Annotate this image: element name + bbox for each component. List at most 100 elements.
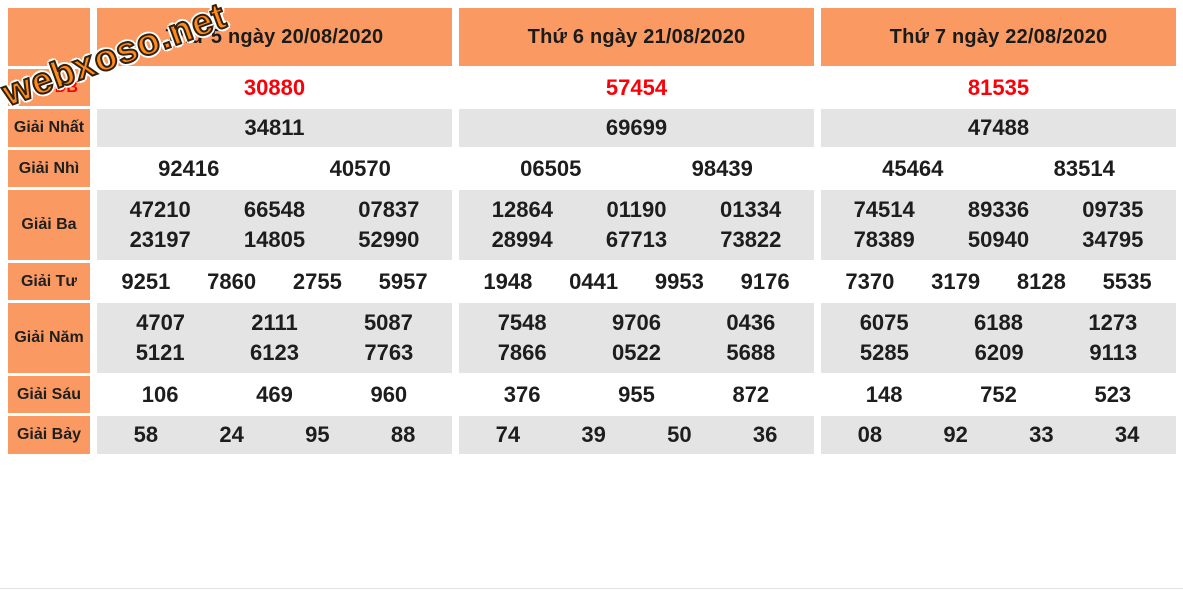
prize-value: 06505: [520, 155, 582, 181]
prize-value: 5957: [378, 268, 428, 294]
cell-ba-col2: 12864 01190 01334 28994 67713 73822: [459, 190, 814, 260]
prize-value: 955: [618, 381, 655, 407]
cell-tu-col3: 7370 3179 8128 5535: [821, 263, 1176, 300]
prize-value: 52990: [358, 226, 420, 252]
prize-value: 39: [581, 422, 606, 447]
cell-nhat-col2: 69699: [459, 109, 814, 147]
prize-value: 01334: [720, 197, 782, 223]
prize-value: 9113: [1089, 339, 1138, 365]
cell-db-col2: 57454: [459, 69, 814, 106]
prize-value: 83514: [1053, 155, 1115, 181]
header-date-col2: Thứ 6 ngày 21/08/2020: [459, 8, 814, 66]
prize-value: 69699: [605, 115, 668, 140]
prize-value: 2111: [251, 310, 298, 336]
prize-value: 106: [141, 381, 179, 407]
cell-tu-col2: 1948 0441 9953 9176: [459, 263, 814, 300]
cell-bay-col1: 58 24 95 88: [97, 416, 452, 454]
cell-ba-col3: 74514 89336 09735 78389 50940 34795: [821, 190, 1176, 260]
row-label-giai-nhi: Giải Nhì: [8, 150, 90, 187]
prize-line: 47210 66548 07837: [103, 197, 446, 223]
cell-sau-col3: 148 752 523: [821, 376, 1176, 413]
prize-line: 7866 0522 5688: [465, 340, 808, 366]
prize-value: 24: [219, 422, 244, 447]
cell-nam-col3: 6075 6188 1273 5285 6209 9113: [821, 303, 1176, 373]
prize-value: 34: [1114, 422, 1140, 447]
prize-value: 23197: [129, 226, 191, 252]
prize-line: 5285 6209 9113: [827, 340, 1170, 366]
prize-value: 7866: [497, 339, 547, 365]
row-label-giai-ba: Giải Ba: [8, 190, 90, 260]
prize-value: 12864: [491, 197, 553, 223]
cell-tu-col1: 9251 7860 2755 5957: [97, 263, 452, 300]
row-label-giai-nam: Giải Năm: [8, 303, 90, 373]
prize-value: 88: [390, 422, 416, 447]
prize-value: 960: [370, 381, 408, 407]
cell-sau-col2: 376 955 872: [459, 376, 814, 413]
header-date-col1: Thứ 5 ngày 20/08/2020: [97, 8, 452, 66]
cell-nhat-col3: 47488: [821, 109, 1176, 147]
row-label-giai-nhat: Giải Nhất: [8, 109, 90, 147]
prize-value: 67713: [605, 226, 668, 252]
prize-value: 09735: [1082, 197, 1144, 223]
prize-value: 752: [980, 381, 1017, 407]
prize-value: 376: [503, 381, 541, 407]
prize-line: 6075 6188 1273: [827, 310, 1170, 336]
prize-line: 4707 2111 5087: [103, 310, 446, 336]
prize-value: 47210: [129, 197, 191, 223]
prize-line: 5121 6123 7763: [103, 340, 446, 366]
prize-value: 50: [667, 422, 692, 447]
prize-value: 4707: [136, 310, 186, 336]
prize-value: 36: [752, 422, 778, 447]
prize-value: 07837: [358, 197, 420, 223]
prize-value: 28994: [491, 226, 553, 252]
prize-value: 9953: [654, 268, 704, 294]
prize-value: 0522: [612, 339, 661, 365]
prize-value: 78389: [853, 226, 915, 252]
prize-value: 7370: [845, 268, 895, 294]
prize-value: 40570: [329, 155, 391, 181]
cell-nam-col1: 4707 2111 5087 5121 6123 7763: [97, 303, 452, 373]
prize-value: 5087: [363, 310, 413, 336]
prize-value: 5688: [726, 339, 776, 365]
prize-value: 7860: [207, 268, 257, 294]
prize-value: 1948: [483, 268, 533, 294]
prize-line: 23197 14805 52990: [103, 227, 446, 253]
prize-value: 7763: [364, 339, 414, 365]
prize-value: 30880: [243, 74, 306, 100]
prize-value: 6123: [250, 339, 299, 365]
row-label-giai-tu: Giải Tư: [8, 263, 90, 300]
cell-nhi-col1: 92416 40570: [97, 150, 452, 187]
prize-value: 98439: [691, 155, 753, 181]
cell-nhi-col2: 06505 98439: [459, 150, 814, 187]
cell-bay-col3: 08 92 33 34: [821, 416, 1176, 454]
prize-value: 5535: [1102, 268, 1152, 294]
cell-bay-col2: 74 39 50 36: [459, 416, 814, 454]
prize-value: 92416: [158, 155, 220, 181]
prize-value: 9176: [740, 268, 790, 294]
bottom-divider: [0, 588, 1183, 589]
prize-value: 50940: [967, 226, 1030, 252]
cell-db-col3: 81535: [821, 69, 1176, 106]
prize-value: 523: [1094, 381, 1132, 407]
cell-nhat-col1: 34811: [97, 109, 452, 147]
prize-value: 9251: [121, 268, 171, 294]
prize-value: 6188: [974, 310, 1023, 336]
cell-ba-col1: 47210 66548 07837 23197 14805 52990: [97, 190, 452, 260]
prize-value: 6075: [859, 310, 909, 336]
cell-nhi-col3: 45464 83514: [821, 150, 1176, 187]
header-corner-cell: [8, 8, 90, 66]
prize-value: 872: [732, 381, 770, 407]
header-date-col3: Thứ 7 ngày 22/08/2020: [821, 8, 1176, 66]
prize-value: 5121: [135, 339, 185, 365]
prize-value: 92: [943, 422, 968, 447]
prize-line: 78389 50940 34795: [827, 227, 1170, 253]
cell-nam-col2: 7548 9706 0436 7866 0522 5688: [459, 303, 814, 373]
prize-value: 33: [1029, 422, 1054, 447]
prize-value: 74: [495, 422, 521, 447]
row-label-giai-bay: Giải Bảy: [8, 416, 90, 454]
row-label-giai-sau: Giải Sáu: [8, 376, 90, 413]
prize-value: 57454: [605, 74, 668, 100]
prize-value: 47488: [967, 115, 1030, 140]
cell-sau-col1: 106 469 960: [97, 376, 452, 413]
prize-value: 89336: [967, 197, 1030, 223]
